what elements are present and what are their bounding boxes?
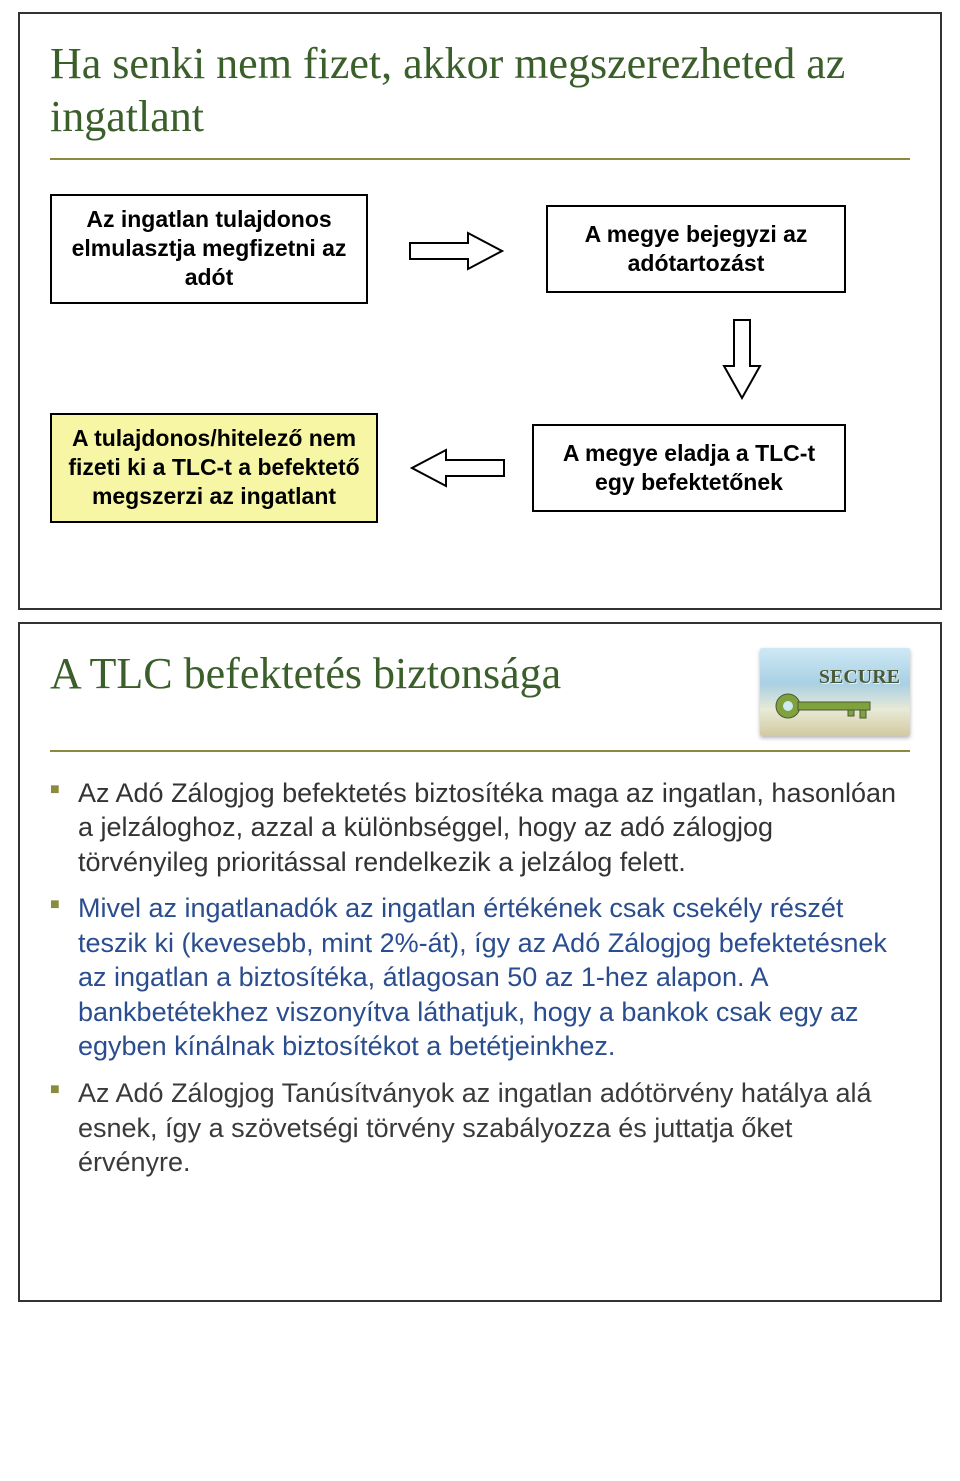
slide-title: A TLC befektetés biztonsága xyxy=(50,648,746,701)
slide-inner: A TLC befektetés biztonsága SECURE Az Ad… xyxy=(50,648,910,1180)
flow-box-4: A tulajdonos/hitelező nem fizeti ki a TL… xyxy=(50,413,378,523)
bullet-item: Az Adó Zálogjog Tanúsítványok az ingatla… xyxy=(78,1076,910,1180)
slide-1: Ha senki nem fizet, akkor megszerezheted… xyxy=(18,12,942,610)
flow-box-text: A tulajdonos/hitelező nem fizeti ki a TL… xyxy=(60,424,368,510)
flowchart: Az ingatlan tulajdonos elmulasztja megfi… xyxy=(50,184,910,584)
bullet-item: Az Adó Zálogjog befektetés biztosítéka m… xyxy=(78,776,910,880)
key-icon xyxy=(772,692,882,720)
slide-inner: Ha senki nem fizet, akkor megszerezheted… xyxy=(50,38,910,584)
arrow-left-icon xyxy=(410,448,506,493)
secure-image-label: SECURE xyxy=(819,666,900,689)
flow-box-1: Az ingatlan tulajdonos elmulasztja megfi… xyxy=(50,194,368,304)
flow-box-2: A megye bejegyzi az adótartozást xyxy=(546,205,846,293)
bullet-item: Mivel az ingatlanadók az ingatlan értéké… xyxy=(78,891,910,1064)
title-row: A TLC befektetés biztonsága SECURE xyxy=(50,648,910,752)
secure-image: SECURE xyxy=(760,648,910,736)
arrow-right-icon xyxy=(408,231,504,276)
flow-box-text: Az ingatlan tulajdonos elmulasztja megfi… xyxy=(60,205,358,291)
flow-box-3: A megye eladja a TLC-t egy befektetőnek xyxy=(532,424,846,512)
flow-box-text: A megye bejegyzi az adótartozást xyxy=(556,220,836,278)
slide-2: A TLC befektetés biztonsága SECURE Az Ad… xyxy=(18,622,942,1302)
flow-box-text: A megye eladja a TLC-t egy befektetőnek xyxy=(542,439,836,497)
arrow-down-icon xyxy=(722,318,762,405)
slide-title: Ha senki nem fizet, akkor megszerezheted… xyxy=(50,38,910,160)
bullet-list: Az Adó Zálogjog befektetés biztosítéka m… xyxy=(50,776,910,1180)
